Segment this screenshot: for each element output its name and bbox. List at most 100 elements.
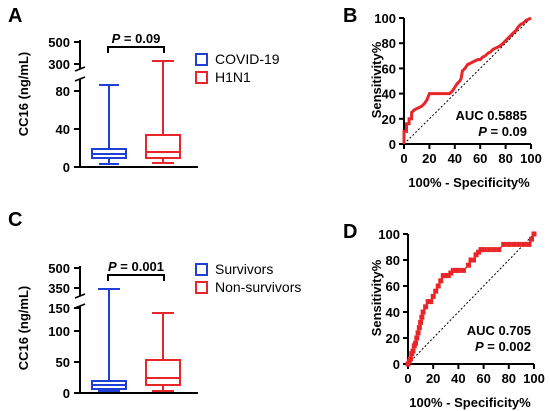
panel-d-roc-point [473,252,479,258]
panel-d-roc-point [409,351,415,357]
panel-d-xtick-label-40: 40 [451,371,465,386]
panel-a-box-h1n1 [145,60,181,164]
panel-d-roc-point [433,288,439,294]
panel-b-ytick-label-20: 20 [382,112,396,127]
legend-label-covid19: COVID-19 [215,51,280,67]
panel-d-roc-point [420,309,426,315]
panel-c: C CC16 (ng/mL) 0 50 100 150 350 500 [8,209,301,401]
panel-c-iqr-nonsurvivors [145,359,181,386]
panel-b-xtick-label-40: 40 [448,151,462,166]
panel-d-roc-point [471,257,477,263]
panel-d-roc-point [425,299,431,305]
panel-letter-d: D [343,221,357,243]
panel-c-legend: Survivors Non-survivors [195,261,301,295]
panel-d: D Sensitivity% 100% - Specificity% 0 20 40… [343,221,545,410]
panel-b-xtick-label-100: 100 [520,151,542,166]
panel-c-p-annotation: P = 0.001 [108,259,164,274]
panel-a: A CC16 (ng/mL) 0 40 80 300 500 [8,5,280,175]
legend-label-h1n1: H1N1 [215,69,251,85]
panel-d-roc-point [418,319,424,325]
panel-d-roc-point [453,267,459,273]
panel-d-ytick-label-60: 60 [386,279,400,294]
panel-d-roc-point [440,273,446,279]
panel-d-roc-point [423,304,429,310]
panel-d-roc-point [438,278,444,284]
panel-d-xtick-label-100: 100 [523,371,545,386]
panel-a-bracket [107,46,165,53]
panel-d-roc-point [511,241,517,247]
panel-c-box-survivors [91,288,127,392]
panel-d-roc-point [501,241,507,247]
legend-label-nonsurvivors: Non-survivors [215,279,301,295]
panel-d-roc-point [468,257,474,263]
legend-swatch-survivors [195,263,208,276]
panel-d-roc-point [478,247,484,253]
panel-d-p-value: = 0.002 [484,339,531,354]
panel-d-roc-point [414,335,420,341]
panel-a-p-annotation: P = 0.09 [112,31,161,46]
panel-b-ytick-label-80: 80 [382,36,396,51]
panel-b-p-value: = 0.09 [487,124,527,139]
panel-d-roc-point [496,247,502,253]
panel-a-tick-label-300: 300 [48,57,70,72]
panel-c-bracket [107,274,165,281]
panel-d-roc-point [405,361,411,367]
panel-d-ytick-label-80: 80 [386,253,400,268]
panel-d-ytick-label-20: 20 [386,331,400,346]
panel-b-xtick-label-0: 0 [400,151,407,166]
panel-b-auc-label: AUC 0.5885 [455,108,527,123]
panel-c-ticks: 0 50 100 150 350 500 [48,261,80,401]
panel-d-roc-point [526,241,532,247]
panel-b-ticks: 0 20 40 60 80 100 0 20 40 60 80 100 [374,11,542,166]
panel-a-tick-label-40: 40 [56,122,70,137]
panel-d-roc-point [450,267,456,273]
panel-d-roc-point [416,325,422,331]
panel-c-tick-label-150: 150 [48,301,70,316]
panel-d-ytick-label-100: 100 [378,227,400,242]
panel-d-roc-point [528,236,534,242]
panel-c-tick-label-100: 100 [48,324,70,339]
panel-letter-c: C [8,209,22,231]
panel-b-ytick-label-100: 100 [374,11,396,26]
panel-d-ytick-label-40: 40 [386,305,400,320]
panel-a-tick-label-0: 0 [63,160,70,175]
panel-c-bracket-line [107,274,165,281]
panel-d-xtick-label-60: 60 [476,371,490,386]
panel-d-roc-point [430,293,436,299]
panel-a-p-value: = 0.09 [120,31,160,46]
panel-d-roc-point [455,267,461,273]
panel-a-box-covid19 [91,84,127,165]
panel-d-xlabel: 100% - Specificity% [409,395,531,410]
panel-d-roc-point [531,231,537,237]
panel-d-roc-point [410,348,416,354]
panel-a-ticks: 0 40 80 300 500 [48,35,80,175]
panel-d-roc-point [406,358,412,364]
panel-b-roc-curve [402,16,532,144]
panel-a-break-mark-1 [74,76,86,82]
panel-d-roc-point [435,283,441,289]
panel-c-tick-label-500: 500 [48,261,70,276]
panel-d-roc-point [445,273,451,279]
panel-d-roc-point [448,270,454,276]
panel-d-roc-point [521,241,527,247]
panel-letter-b: B [343,5,357,27]
panel-d-roc-point [486,247,492,253]
panel-b-xlabel: 100% - Specificity% [408,175,530,190]
panel-d-roc-point [415,330,421,336]
panel-b-xtick-label-20: 20 [422,151,436,166]
panel-d-roc-point [413,340,419,346]
legend-swatch-nonsurvivors [195,281,208,294]
panel-b-ytick-label-40: 40 [382,87,396,102]
panel-d-roc-point [516,241,522,247]
panel-c-tick-label-0: 0 [63,386,70,401]
panel-d-roc-point [476,249,482,255]
panel-a-break-mark-2 [74,66,86,72]
panel-c-box-nonsurvivors [145,312,181,392]
panel-d-auc-label: AUC 0.705 [467,323,531,338]
panel-d-ticks: 0 20 40 60 80 100 0 20 40 60 80 100 [378,227,545,386]
panel-letter-a: A [8,5,22,27]
panel-b-ytick-label-60: 60 [382,61,396,76]
legend-swatch-covid19 [195,53,208,66]
panel-d-xtick-label-80: 80 [502,371,516,386]
panel-a-bracket-line [107,46,165,53]
